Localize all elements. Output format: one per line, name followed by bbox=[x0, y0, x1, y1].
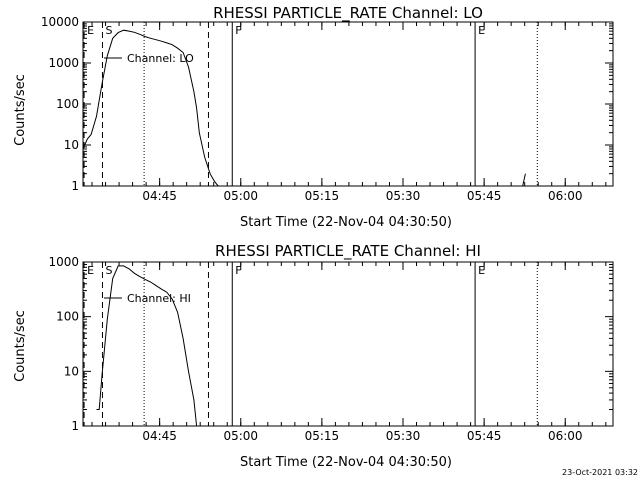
top-event-marker-label: S bbox=[105, 24, 112, 37]
top-x-tick-label: 04:45 bbox=[142, 189, 177, 203]
top-data-series-line bbox=[522, 173, 526, 187]
top-legend: Channel: LO bbox=[104, 52, 194, 65]
bottom-y-tick-label: 100 bbox=[56, 310, 79, 324]
footer-timestamp: 23-Oct-2021 03:32 bbox=[562, 468, 638, 477]
bottom-x-axis-label: Start Time (22-Nov-04 04:30:50) bbox=[240, 455, 452, 470]
bottom-y-tick-label: 1 bbox=[71, 419, 79, 433]
top-plot-panel: RHESSI PARTICLE_RATE Channel: LO Counts/… bbox=[13, 4, 614, 230]
top-legend-label: Channel: LO bbox=[127, 52, 194, 65]
top-y-tick-label: 1 bbox=[71, 179, 79, 193]
bottom-chart-title: RHESSI PARTICLE_RATE Channel: HI bbox=[215, 242, 481, 261]
bottom-y-axis-label: Counts/sec bbox=[13, 310, 28, 382]
top-y-tick-label: 10 bbox=[64, 138, 79, 152]
bottom-event-marker-label: E bbox=[478, 264, 485, 277]
top-event-marker-label: E bbox=[478, 24, 485, 37]
top-x-axis-label: Start Time (22-Nov-04 04:30:50) bbox=[240, 215, 452, 230]
bottom-y-tick-label: 10 bbox=[64, 364, 79, 378]
bottom-y-tick-label: 1000 bbox=[48, 255, 79, 269]
bottom-event-marker-label: E bbox=[87, 264, 94, 277]
top-x-tick-label: 06:00 bbox=[548, 189, 583, 203]
bottom-event-marker-label: F bbox=[235, 264, 241, 277]
top-x-tick-label: 05:15 bbox=[305, 189, 340, 203]
top-y-tick-label: 1000 bbox=[48, 56, 79, 70]
bottom-data-series-line bbox=[96, 265, 198, 427]
top-y-tick-label: 10000 bbox=[41, 15, 79, 29]
top-chart-title: RHESSI PARTICLE_RATE Channel: LO bbox=[213, 4, 483, 23]
top-data-series-line bbox=[82, 29, 219, 187]
bottom-x-tick-label: 04:45 bbox=[142, 429, 177, 443]
bottom-event-marker-label: S bbox=[105, 264, 112, 277]
top-event-marker-label: F bbox=[235, 24, 241, 37]
bottom-legend: Channel: HI bbox=[104, 292, 191, 305]
bottom-y-tick-labels: 1 10 100 1000 bbox=[48, 255, 79, 433]
top-x-tick-labels: 04:45 05:00 05:15 05:30 05:45 06:00 bbox=[142, 189, 582, 203]
bottom-x-tick-label: 05:30 bbox=[386, 429, 421, 443]
top-y-tick-label: 100 bbox=[56, 97, 79, 111]
bottom-plot-panel: RHESSI PARTICLE_RATE Channel: HI Counts/… bbox=[13, 242, 614, 470]
bottom-x-tick-label: 05:15 bbox=[305, 429, 340, 443]
bottom-x-tick-label: 05:45 bbox=[467, 429, 502, 443]
bottom-x-tick-labels: 04:45 05:00 05:15 05:30 05:45 06:00 bbox=[142, 429, 582, 443]
bottom-legend-label: Channel: HI bbox=[127, 292, 191, 305]
top-event-marker-label: E bbox=[87, 24, 94, 37]
top-plot-frame bbox=[82, 21, 614, 187]
bottom-x-tick-label: 05:00 bbox=[223, 429, 258, 443]
bottom-x-tick-label: 06:00 bbox=[548, 429, 583, 443]
top-x-tick-label: 05:00 bbox=[223, 189, 258, 203]
top-y-tick-labels: 1 10 100 1000 10000 bbox=[41, 15, 79, 193]
top-x-tick-label: 05:45 bbox=[467, 189, 502, 203]
bottom-plot-frame bbox=[82, 261, 614, 427]
top-y-axis-label: Counts/sec bbox=[13, 74, 28, 146]
top-x-tick-label: 05:30 bbox=[386, 189, 421, 203]
